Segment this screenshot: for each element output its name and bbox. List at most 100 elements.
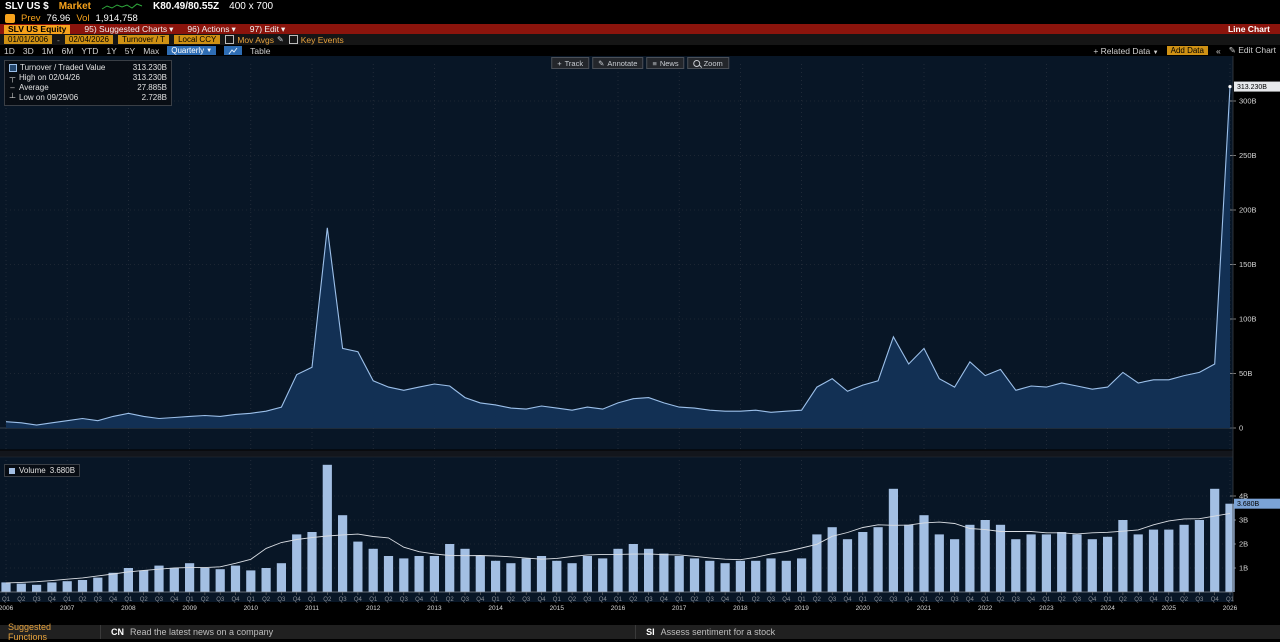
frequency-select[interactable]: Quarterly ▼	[167, 46, 217, 55]
key-events-checkbox[interactable]: Key Events	[288, 35, 344, 45]
pencil-icon[interactable]: ✎	[277, 35, 284, 44]
svg-text:Q1: Q1	[614, 597, 623, 603]
menu-suggested-charts[interactable]: 95) Suggested Charts ▾	[84, 23, 174, 35]
quote-size: 400 x 700	[229, 1, 274, 12]
legend-series-row[interactable]: Turnover / Traded Value 313.230B	[9, 63, 167, 73]
pencil-icon: ✎	[598, 58, 605, 68]
svg-text:Q4: Q4	[660, 597, 669, 603]
vol-label: Vol	[76, 13, 90, 24]
field-select[interactable]: Turnover / T	[117, 35, 170, 44]
svg-text:2018: 2018	[733, 605, 748, 612]
bid-ask-quote: K80.49/80.55Z	[152, 1, 220, 12]
add-data-input[interactable]: Add Data	[1166, 46, 1208, 55]
annotate-button[interactable]: ✎ Annotate	[592, 57, 644, 69]
svg-text:Q3: Q3	[277, 597, 286, 603]
start-date-input[interactable]: 01/01/2006	[4, 35, 53, 44]
svg-text:150B: 150B	[1239, 260, 1257, 269]
menu-edit[interactable]: 97) Edit ▾	[249, 23, 286, 35]
svg-text:Q1: Q1	[1042, 597, 1051, 603]
svg-text:Q4: Q4	[599, 597, 608, 603]
period-tab-3d[interactable]: 3D	[22, 45, 34, 56]
period-tab-1d[interactable]: 1D	[4, 45, 15, 56]
svg-text:Q4: Q4	[476, 597, 485, 603]
svg-text:Q3: Q3	[583, 597, 592, 603]
edit-chart-button[interactable]: ✎ Edit Chart	[1228, 45, 1276, 55]
svg-text:Q4: Q4	[905, 597, 914, 603]
chart-canvas[interactable]: 0 50B 100B 150B 200B 250B 300B 1B 2B 3B 4B Q1 2006 Q2…	[0, 56, 1280, 614]
svg-text:0: 0	[1239, 424, 1243, 433]
collapse-panel-button[interactable]: «	[1215, 45, 1221, 56]
period-tab-1y[interactable]: 1Y	[106, 45, 117, 56]
news-icon: ≡	[652, 58, 657, 68]
svg-text:Q1: Q1	[1226, 597, 1235, 603]
svg-text:Q2: Q2	[629, 597, 638, 603]
news-button[interactable]: ≡ News	[646, 57, 685, 69]
prev-value: 76.96	[46, 13, 71, 24]
svg-text:2025: 2025	[1162, 605, 1177, 612]
prev-label: Prev	[21, 13, 41, 24]
period-tab-1m[interactable]: 1M	[41, 45, 54, 56]
svg-text:Q3: Q3	[951, 597, 960, 603]
security-field[interactable]: SLV US Equity	[4, 24, 71, 34]
svg-text:Q2: Q2	[874, 597, 883, 603]
svg-text:Q3: Q3	[461, 597, 470, 603]
related-data-button[interactable]: + Related Data ▼	[1093, 45, 1159, 56]
svg-text:Q1: Q1	[186, 597, 195, 603]
period-tab-max[interactable]: Max	[143, 45, 160, 56]
period-tab-5y[interactable]: 5Y	[124, 45, 136, 56]
svg-text:Q4: Q4	[1027, 597, 1036, 603]
svg-text:Q1: Q1	[798, 597, 807, 603]
line-chart-icon	[228, 47, 238, 54]
svg-text:Q1: Q1	[492, 597, 501, 603]
svg-text:Q3: Q3	[155, 597, 164, 603]
svg-text:2017: 2017	[672, 605, 687, 612]
menu-actions[interactable]: 96) Actions ▾	[187, 23, 236, 35]
track-button[interactable]: + Track	[551, 57, 590, 69]
table-button[interactable]: Table	[250, 45, 271, 56]
function-icon[interactable]	[5, 14, 15, 23]
svg-text:2013: 2013	[427, 605, 442, 612]
svg-text:Q4: Q4	[721, 597, 730, 603]
svg-text:2009: 2009	[182, 605, 197, 612]
zoom-button[interactable]: Zoom	[687, 57, 729, 69]
mov-avgs-checkbox[interactable]: Mov Avgs ✎	[225, 35, 284, 45]
end-date-input[interactable]: 02/04/2026	[64, 35, 113, 44]
svg-text:2023: 2023	[1039, 605, 1054, 612]
currency-select[interactable]: Local CCY	[174, 35, 221, 44]
legend-low-row: ┴ Low on 09/29/06 2.728B	[9, 93, 167, 102]
chart-settings-toolbar: 01/01/2006 - 02/04/2026 Turnover / T Loc…	[0, 34, 1280, 45]
svg-text:Q1: Q1	[430, 597, 439, 603]
chevron-down-icon: ▾	[231, 23, 236, 34]
svg-text:Q4: Q4	[170, 597, 179, 603]
svg-text:Q1: Q1	[1165, 597, 1174, 603]
suggested-function-si[interactable]: SI Assess sentiment for a stock	[635, 625, 785, 639]
svg-text:Q3: Q3	[216, 597, 225, 603]
svg-text:Q2: Q2	[140, 597, 149, 603]
quote-subheader: Prev 76.96 Vol 1,914,758	[0, 13, 1280, 24]
suggested-function-cn[interactable]: CN Read the latest news on a company	[100, 625, 283, 639]
svg-text:Q4: Q4	[415, 597, 424, 603]
svg-text:Q2: Q2	[1058, 597, 1067, 603]
svg-text:Q4: Q4	[966, 597, 975, 603]
period-tab-ytd[interactable]: YTD	[81, 45, 99, 56]
svg-text:Q2: Q2	[262, 597, 271, 603]
turnover-volume-chart[interactable]: 050B100B150B200B250B300B1B2B3B4BQ12006Q2…	[0, 56, 1280, 614]
svg-text:Q2: Q2	[384, 597, 393, 603]
svg-text:Q4: Q4	[537, 597, 546, 603]
svg-text:313.230B: 313.230B	[1237, 84, 1267, 91]
chart-type-button[interactable]	[224, 46, 243, 55]
svg-text:Q1: Q1	[981, 597, 990, 603]
svg-text:4B: 4B	[1239, 492, 1248, 501]
quote-header: SLV US $ Market K80.49/80.55Z 400 x 700	[0, 0, 1280, 13]
svg-text:Q2: Q2	[507, 597, 516, 603]
svg-text:2019: 2019	[794, 605, 809, 612]
svg-text:2026: 2026	[1223, 605, 1238, 612]
volume-legend[interactable]: Volume 3.680B	[4, 464, 81, 477]
svg-text:2008: 2008	[121, 605, 136, 612]
function-code: CN	[111, 627, 124, 637]
svg-text:Q4: Q4	[231, 597, 240, 603]
svg-text:Q3: Q3	[1195, 597, 1204, 603]
svg-text:Q1: Q1	[859, 597, 868, 603]
period-tab-6m[interactable]: 6M	[61, 45, 74, 56]
svg-text:Q3: Q3	[1012, 597, 1021, 603]
